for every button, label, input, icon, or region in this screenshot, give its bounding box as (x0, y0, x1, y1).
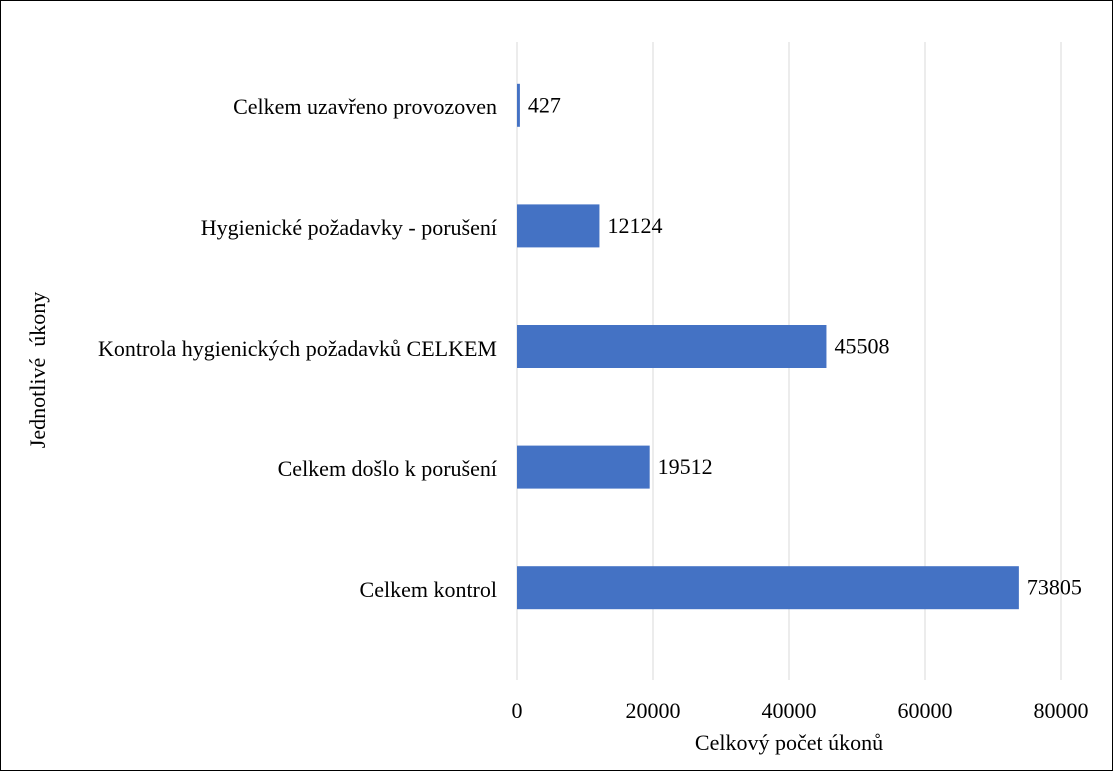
y-tick-label: Hygienické požadavky - porušení (200, 214, 497, 240)
y-tick-label: Kontrola hygienických požadavků CELKEM (98, 335, 497, 361)
bar (517, 325, 827, 368)
bar (517, 566, 1019, 610)
data-label: 73805 (1027, 575, 1082, 600)
data-label: 427 (528, 92, 561, 117)
x-tick-label: 20000 (626, 698, 681, 723)
bar (517, 445, 650, 489)
y-axis-title: Jednotlivé úkony (25, 292, 50, 448)
data-label: 19512 (658, 454, 713, 479)
y-tick-label: Celkem kontrol (359, 576, 497, 602)
data-label: 12124 (607, 213, 662, 238)
x-tick-label: 40000 (762, 698, 817, 723)
data-label: 45508 (834, 334, 889, 359)
y-tick-label: Celkem došlo k porušení (277, 456, 497, 482)
x-tick-label: 0 (512, 698, 523, 723)
bar (517, 83, 520, 127)
bar (517, 204, 600, 248)
x-tick-label: 80000 (1034, 698, 1089, 723)
x-axis-title: Celkový počet úkonů (695, 730, 883, 755)
y-tick-label: Celkem uzavřeno provozoven (233, 94, 497, 120)
x-tick-label: 60000 (898, 698, 953, 723)
